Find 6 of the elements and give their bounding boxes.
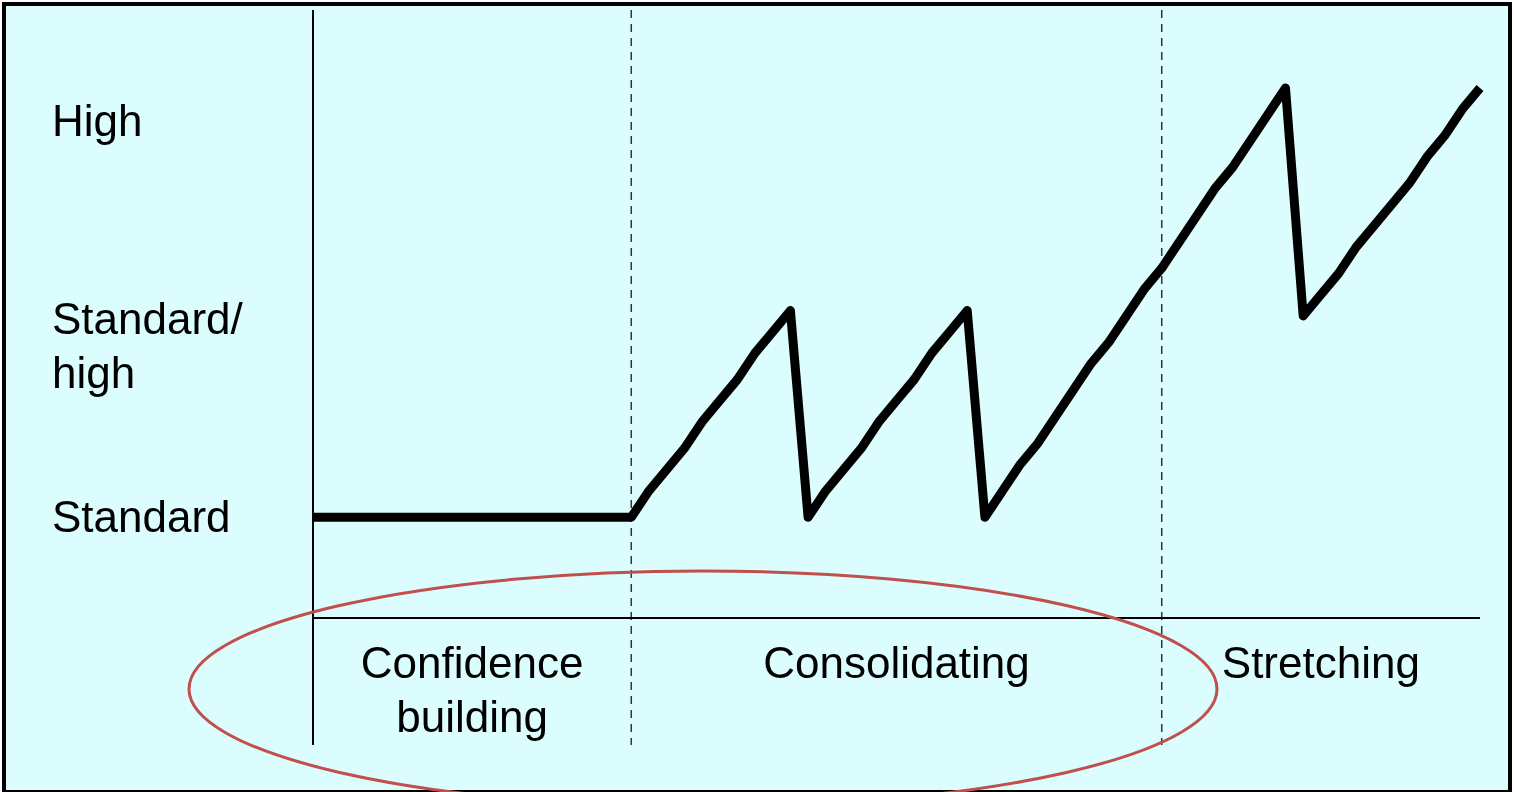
text: High bbox=[52, 95, 143, 145]
x-tick-label: Stretching bbox=[1221, 638, 1420, 687]
x-tick-label: Consolidating bbox=[763, 638, 1030, 687]
text: Standard/ high bbox=[52, 293, 244, 397]
x-tick-label: Confidence building bbox=[360, 638, 584, 741]
text: Standard bbox=[52, 491, 231, 541]
